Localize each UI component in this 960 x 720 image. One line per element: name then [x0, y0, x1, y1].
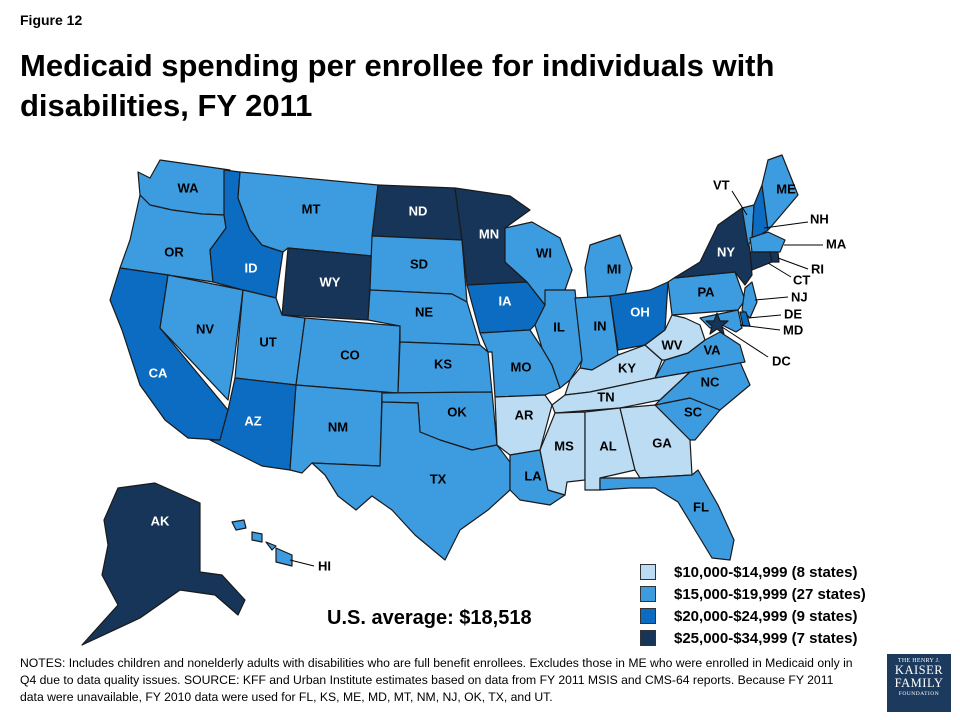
state-label-AL: AL — [599, 438, 616, 453]
state-NV — [159, 274, 244, 401]
state-label-RI: RI — [811, 261, 824, 276]
logo-line2: KAISER — [894, 663, 944, 677]
state-NY — [673, 207, 753, 286]
state-label-ME: ME — [776, 181, 796, 196]
legend-item: $20,000-$24,999 (9 states) — [640, 605, 866, 627]
legend-swatch — [640, 630, 656, 646]
legend-label: $20,000-$24,999 (9 states) — [674, 607, 858, 625]
state-label-NJ: NJ — [791, 289, 808, 304]
legend-swatch — [640, 564, 656, 580]
state-label-KY: KY — [618, 360, 636, 375]
legend-swatch — [640, 586, 656, 602]
legend-label: $15,000-$19,999 (27 states) — [674, 585, 866, 603]
state-label-LA: LA — [524, 468, 542, 483]
state-CT — [749, 251, 773, 271]
state-label-CT: CT — [793, 272, 810, 287]
state-label-IA: IA — [499, 293, 513, 308]
state-label-AZ: AZ — [244, 413, 261, 428]
state-label-MD: MD — [783, 322, 803, 337]
state-WV — [644, 314, 706, 361]
state-label-NM: NM — [328, 419, 348, 434]
state-label-NV: NV — [196, 321, 214, 336]
state-label-WY: WY — [320, 274, 341, 289]
state-HI-island4 — [275, 547, 293, 567]
state-label-DE: DE — [784, 306, 802, 321]
state-ME — [761, 154, 799, 231]
state-label-NY: NY — [717, 244, 735, 259]
state-label-WA: WA — [178, 180, 200, 195]
state-NJ — [741, 281, 758, 319]
logo-line1: THE HENRY J. — [897, 658, 941, 664]
state-label-OK: OK — [447, 404, 467, 419]
state-label-MA: MA — [826, 236, 847, 251]
state-label-NH: NH — [810, 211, 829, 226]
state-FL — [599, 469, 735, 561]
state-label-WI: WI — [536, 245, 552, 260]
state-label-AK: AK — [151, 513, 170, 528]
state-label-CA: CA — [149, 365, 168, 380]
state-label-WV: WV — [662, 337, 683, 352]
state-label-MO: MO — [511, 359, 532, 374]
state-label-CO: CO — [340, 347, 360, 362]
legend-item: $15,000-$19,999 (27 states) — [640, 583, 866, 605]
state-label-IL: IL — [553, 319, 565, 334]
state-TX — [311, 401, 511, 561]
logo-line4: FOUNDATION — [898, 691, 940, 697]
state-label-NE: NE — [415, 304, 433, 319]
state-label-SD: SD — [410, 256, 428, 271]
state-HI-island3 — [265, 541, 277, 551]
legend-item: $10,000-$14,999 (8 states) — [640, 561, 866, 583]
state-label-MI: MI — [607, 261, 621, 276]
notes: NOTES: Includes children and nonelderly … — [20, 656, 853, 704]
state-AK — [81, 482, 246, 646]
legend: $10,000-$14,999 (8 states) $15,000-$19,9… — [640, 561, 866, 649]
state-MA — [749, 231, 786, 253]
state-label-VA: VA — [703, 342, 721, 357]
state-HI-island2 — [251, 531, 263, 543]
state-label-ND: ND — [409, 203, 428, 218]
legend-label: $10,000-$14,999 (8 states) — [674, 563, 858, 581]
state-label-TX: TX — [430, 471, 447, 486]
state-MO — [479, 329, 561, 398]
state-label-MT: MT — [302, 201, 321, 216]
state-label-IN: IN — [594, 318, 607, 333]
state-label-TN: TN — [597, 389, 614, 404]
legend-item: $25,000-$34,999 (7 states) — [640, 627, 866, 649]
state-label-AR: AR — [515, 407, 534, 422]
legend-swatch — [640, 608, 656, 624]
state-label-KS: KS — [434, 356, 452, 371]
state-label-MN: MN — [479, 226, 499, 241]
state-DC — [705, 312, 729, 335]
state-label-PA: PA — [697, 284, 715, 299]
state-label-NC: NC — [701, 374, 720, 389]
state-label-HI: HI — [318, 558, 331, 573]
us-average: U.S. average: $18,518 — [327, 607, 532, 629]
state-label-OH: OH — [630, 304, 650, 319]
logo-line3: FAMILY — [894, 676, 944, 690]
state-label-SC: SC — [684, 404, 703, 419]
figure-label: Figure 12 — [20, 12, 83, 28]
state-label-MS: MS — [554, 438, 574, 453]
state-label-OR: OR — [164, 244, 184, 259]
state-HI — [231, 519, 247, 531]
state-label-ID: ID — [245, 260, 258, 275]
kff-logo: THE HENRY J. KAISER FAMILY FOUNDATION — [887, 654, 951, 712]
state-KS — [397, 341, 493, 394]
state-label-GA: GA — [652, 435, 672, 450]
legend-label: $25,000-$34,999 (7 states) — [674, 629, 858, 647]
state-RI — [769, 251, 780, 263]
state-label-VT: VT — [713, 177, 730, 192]
state-label-FL: FL — [693, 499, 709, 514]
state-label-UT: UT — [259, 334, 276, 349]
chart-title: Medicaid spending per enrollee for indiv… — [20, 48, 775, 123]
state-label-DC: DC — [772, 353, 791, 368]
